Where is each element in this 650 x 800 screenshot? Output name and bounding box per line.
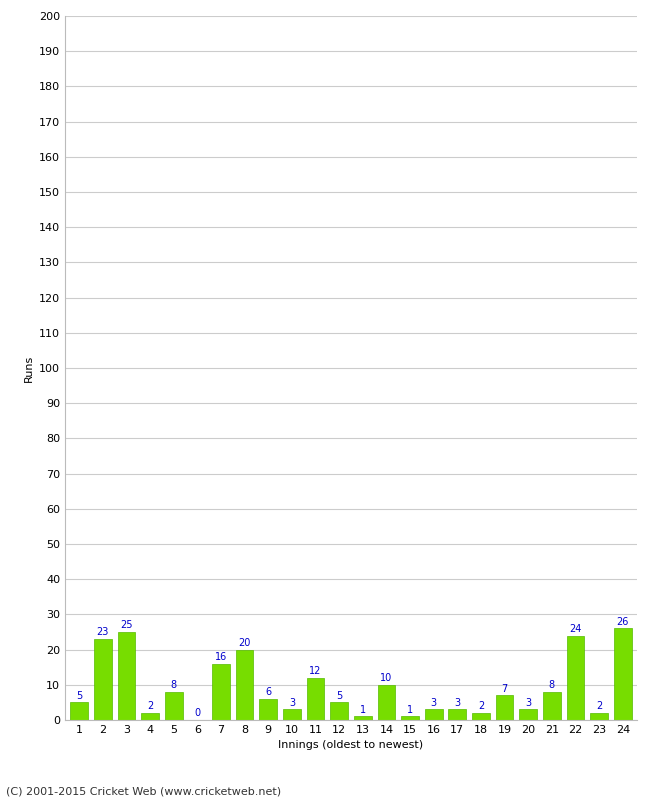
Text: 0: 0	[194, 708, 200, 718]
Bar	[259, 699, 277, 720]
Bar	[236, 650, 254, 720]
Text: 2: 2	[478, 701, 484, 711]
Y-axis label: Runs: Runs	[23, 354, 33, 382]
Text: 5: 5	[76, 690, 83, 701]
Bar	[118, 632, 135, 720]
Text: 7: 7	[502, 683, 508, 694]
Bar	[496, 695, 514, 720]
Text: 2: 2	[147, 701, 153, 711]
Bar	[448, 710, 466, 720]
Text: 3: 3	[454, 698, 460, 708]
Bar	[519, 710, 537, 720]
Text: 12: 12	[309, 666, 322, 676]
Text: 1: 1	[359, 705, 366, 714]
Bar	[283, 710, 301, 720]
Text: 5: 5	[336, 690, 343, 701]
Text: 16: 16	[215, 652, 227, 662]
Text: 25: 25	[120, 620, 133, 630]
Bar	[165, 692, 183, 720]
X-axis label: Innings (oldest to newest): Innings (oldest to newest)	[278, 741, 424, 750]
Text: 3: 3	[525, 698, 531, 708]
Text: (C) 2001-2015 Cricket Web (www.cricketweb.net): (C) 2001-2015 Cricket Web (www.cricketwe…	[6, 786, 281, 796]
Text: 8: 8	[171, 680, 177, 690]
Text: 24: 24	[569, 624, 582, 634]
Bar	[590, 713, 608, 720]
Text: 1: 1	[407, 705, 413, 714]
Text: 26: 26	[617, 617, 629, 626]
Text: 3: 3	[431, 698, 437, 708]
Bar	[401, 717, 419, 720]
Bar	[307, 678, 324, 720]
Text: 3: 3	[289, 698, 295, 708]
Bar	[425, 710, 443, 720]
Bar	[543, 692, 561, 720]
Bar	[330, 702, 348, 720]
Bar	[472, 713, 490, 720]
Bar	[212, 664, 230, 720]
Text: 23: 23	[97, 627, 109, 638]
Bar	[614, 629, 632, 720]
Bar	[567, 635, 584, 720]
Text: 6: 6	[265, 687, 271, 697]
Text: 20: 20	[239, 638, 251, 648]
Bar	[354, 717, 372, 720]
Bar	[70, 702, 88, 720]
Bar	[378, 685, 395, 720]
Text: 8: 8	[549, 680, 555, 690]
Bar	[94, 639, 112, 720]
Bar	[141, 713, 159, 720]
Text: 2: 2	[596, 701, 603, 711]
Text: 10: 10	[380, 673, 393, 683]
